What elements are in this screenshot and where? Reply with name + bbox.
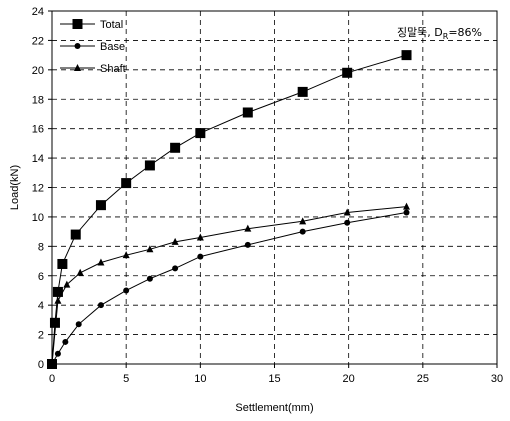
legend-marker-shaft: [74, 64, 81, 71]
legend-label-shaft: Shaft: [100, 63, 126, 75]
data-point-shaft: [244, 224, 252, 232]
legend-item-total: Total: [60, 19, 123, 31]
x-tick-label: 0: [49, 373, 55, 385]
y-tick-label: 4: [38, 300, 44, 312]
legend-item-shaft: Shaft: [60, 63, 126, 75]
data-point-base: [172, 265, 179, 272]
data-point-base: [299, 228, 306, 235]
data-point-base: [75, 321, 82, 328]
legend-label-total: Total: [100, 19, 123, 31]
data-point-base: [403, 209, 410, 216]
series-line-shaft: [51, 206, 407, 365]
data-point-shaft: [146, 245, 154, 253]
data-point-base: [97, 302, 104, 309]
annotation-tail: =86%: [448, 26, 482, 39]
legend: Total Base Shaft: [60, 19, 126, 75]
data-point-shaft: [63, 280, 71, 288]
data-point-shaft: [122, 251, 130, 259]
legend-item-base: Base: [60, 41, 125, 53]
x-tick-label: 30: [491, 373, 503, 385]
annotation-label: 징말뚝, DR=86%: [397, 26, 482, 41]
y-tick-label: 16: [32, 124, 44, 136]
data-point-total: [297, 86, 308, 97]
y-tick-label: 6: [38, 271, 44, 283]
y-tick-label: 22: [32, 35, 44, 47]
series-line-base: [51, 212, 407, 365]
x-tick-label: 10: [194, 373, 206, 385]
y-tick-label: 12: [32, 183, 44, 195]
data-point-shaft: [76, 268, 84, 276]
annotation-subscript: R: [443, 32, 449, 41]
x-tick-label: 20: [343, 373, 355, 385]
legend-marker-total: [72, 19, 83, 29]
data-point-total: [121, 178, 132, 189]
y-tick-label: 2: [38, 330, 44, 342]
y-tick-label: 10: [32, 212, 44, 224]
y-tick-label: 8: [38, 241, 44, 253]
series-total: [47, 50, 412, 369]
y-tick-label: 20: [32, 65, 44, 77]
series-base: [49, 209, 410, 367]
data-point-base: [123, 287, 130, 294]
x-tick-label: 5: [123, 373, 129, 385]
y-tick-label: 18: [32, 94, 44, 106]
data-point-base: [244, 241, 251, 248]
data-point-shaft: [54, 296, 62, 304]
data-point-total: [70, 229, 81, 240]
data-point-base: [62, 338, 69, 345]
data-point-shaft: [299, 217, 307, 225]
data-point-shaft: [48, 360, 56, 367]
x-tick-label: 25: [417, 373, 429, 385]
data-point-total: [242, 107, 253, 118]
series-layer: [47, 50, 412, 369]
data-point-total: [170, 142, 181, 153]
data-point-shaft: [196, 233, 204, 241]
data-point-base: [54, 350, 61, 357]
y-tick-label: 0: [38, 359, 44, 371]
data-point-base: [146, 275, 153, 282]
data-point-total: [49, 317, 60, 328]
data-point-total: [342, 67, 353, 78]
data-point-total: [52, 286, 63, 297]
data-point-total: [95, 200, 106, 211]
data-point-shaft: [171, 237, 179, 245]
data-point-total: [195, 128, 206, 139]
data-point-shaft: [403, 202, 411, 210]
data-point-shaft: [343, 208, 351, 216]
series-shaft: [48, 202, 411, 367]
legend-marker-base: [74, 43, 81, 49]
y-axis-title: Load(kN): [9, 165, 21, 210]
data-point-base: [344, 219, 351, 226]
x-tick-label: 15: [268, 373, 280, 385]
x-axis-title: Settlement(mm): [235, 402, 313, 414]
data-point-total: [144, 160, 155, 171]
data-point-total: [401, 50, 412, 61]
legend-label-base: Base: [100, 41, 125, 53]
data-point-total: [57, 258, 68, 269]
y-tick-label: 14: [32, 153, 44, 165]
data-point-shaft: [97, 258, 105, 266]
annotation-main: 징말뚝, D: [397, 26, 443, 39]
data-point-base: [197, 253, 204, 260]
y-tick-label: 24: [32, 6, 44, 18]
